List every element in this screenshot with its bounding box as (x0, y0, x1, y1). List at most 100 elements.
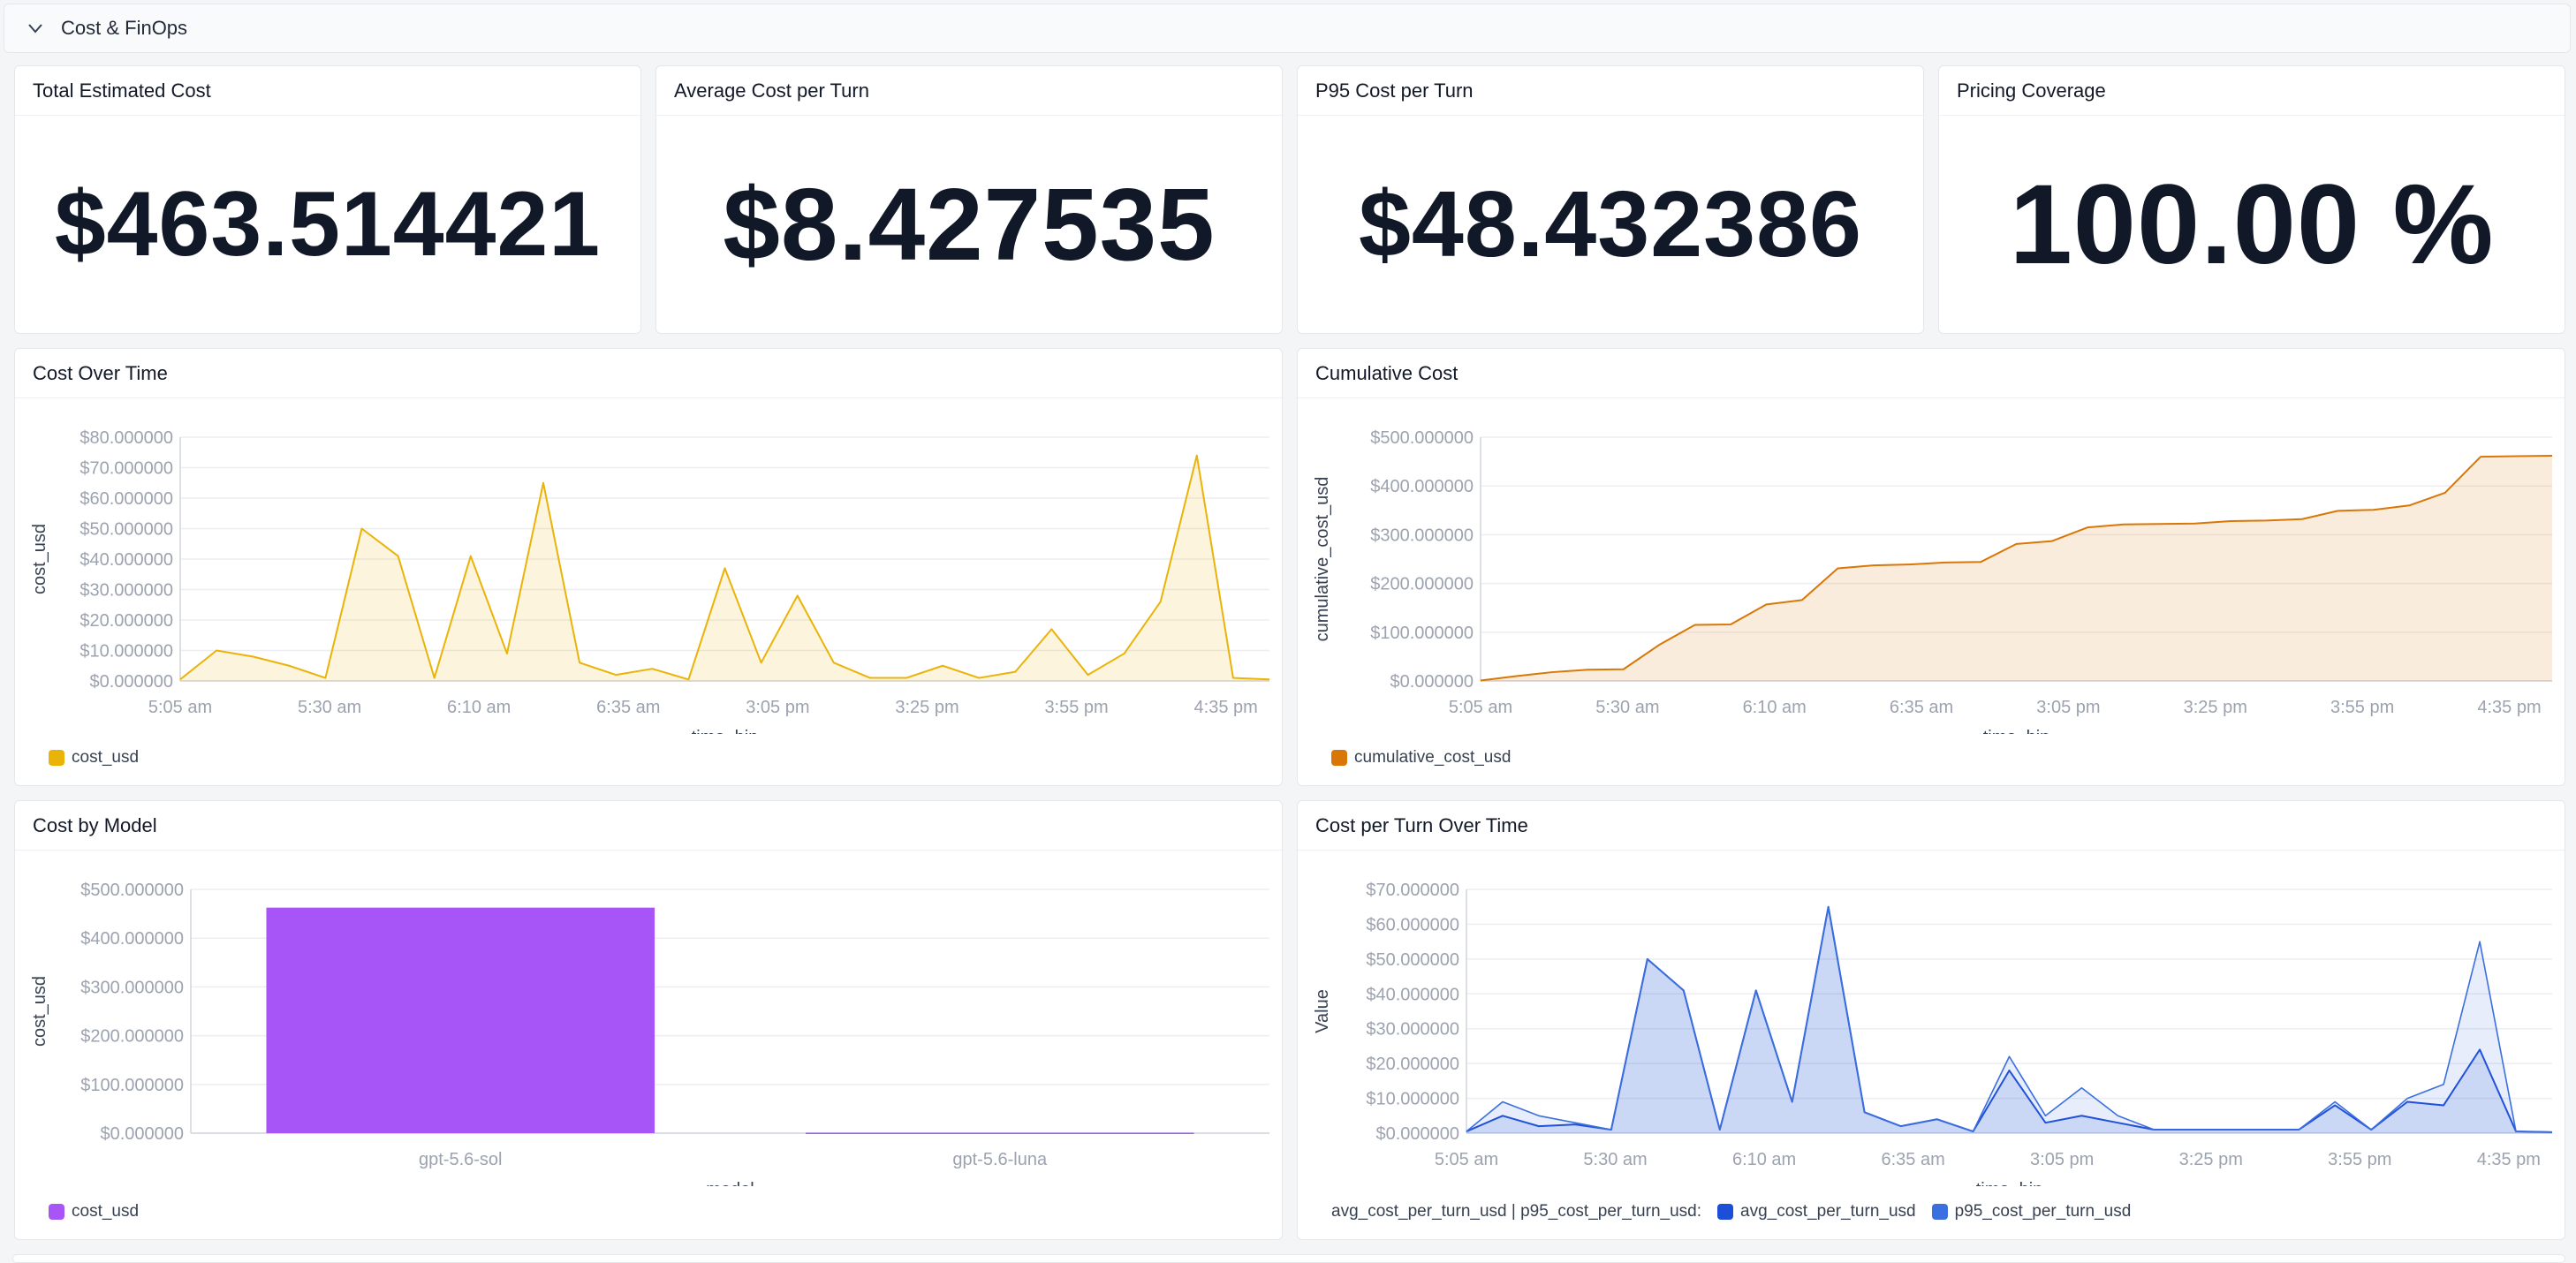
y-axis-label: cost_usd (30, 976, 49, 1047)
stat-value: 100.00 % (2009, 161, 2495, 288)
legend-swatch (1931, 1204, 1948, 1220)
y-tick-label: $30.000000 (80, 581, 173, 601)
chart-legend: cost_usd (49, 748, 155, 768)
next-panel-edge (12, 1254, 2565, 1263)
x-tick-label: 5:30 am (298, 698, 361, 717)
y-tick-label: $500.000000 (80, 881, 184, 900)
x-tick-label: 6:10 am (1743, 698, 1807, 717)
legend-prefix: avg_cost_per_turn_usd | p95_cost_per_tur… (1331, 1202, 1702, 1221)
series-line-cumulative_cost_usd (1480, 454, 2553, 682)
y-tick-label: $300.000000 (1370, 526, 1474, 545)
cost-by-model-chart: $0.000000 $100.000000 $200.000000 $300.0000… (30, 881, 1269, 1186)
chevron-down-icon[interactable] (27, 22, 43, 34)
series-line-cost_usd (179, 454, 1270, 681)
x-tick-label: 4:35 pm (2477, 698, 2541, 717)
cost-per-turn-chart: $0.000000 $10.000000 $20.000000 $30.000000 $… (1313, 881, 2553, 1186)
x-tick-label: 4:35 pm (1194, 698, 1258, 717)
panel-title: P95 Cost per Turn (1298, 66, 1923, 116)
y-axis-label: Value (1313, 989, 1332, 1033)
y-axis-label: cost_usd (30, 524, 49, 594)
legend-label: avg_cost_per_turn_usd (1740, 1202, 1916, 1221)
legend-label: cost_usd (72, 1202, 140, 1221)
x-tick-label: 3:25 pm (895, 698, 958, 717)
legend-swatch (1717, 1204, 1734, 1220)
panel-title: Pricing Coverage (1939, 66, 2565, 116)
x-tick-label: 5:30 am (1595, 698, 1659, 717)
stat-total-cost-panel: Total Estimated Cost $463.514421 (14, 65, 641, 334)
cost-over-time-panel: Cost Over Time $0.000000 $10.000000 $20.00… (14, 348, 1283, 786)
y-tick-label: $0.000000 (1390, 672, 1474, 692)
x-tick-label: 3:55 pm (2330, 698, 2394, 717)
cumulative-cost-chart: $0.000000 $100.000000 $200.000000 $300.0000… (1313, 428, 2553, 734)
y-tick-label: $100.000000 (1370, 624, 1474, 643)
stat-avg-cost-panel: Average Cost per Turn $8.427535 (655, 65, 1283, 334)
cost-per-turn-panel: Cost per Turn Over Time $0.000000 $10.000… (1297, 800, 2565, 1240)
legend-swatch (1331, 750, 1347, 766)
y-tick-label: $0.000000 (89, 672, 173, 692)
section-header-cost-finops[interactable]: Cost & FinOps (4, 4, 2571, 53)
y-tick-label: $0.000000 (100, 1124, 184, 1144)
legend-item-cost_usd[interactable]: cost_usd (49, 1202, 139, 1221)
y-tick-label: $60.000000 (1366, 915, 1459, 934)
x-tick-label: 6:35 am (1882, 1150, 1945, 1169)
chart-legend: cumulative_cost_usd (1331, 748, 1527, 768)
x-tick-label: 3:25 pm (2179, 1150, 2243, 1169)
legend-item-cost_usd[interactable]: cost_usd (49, 748, 139, 768)
y-tick-label: $500.000000 (1370, 428, 1474, 448)
stat-pricing-coverage-panel: Pricing Coverage 100.00 % (1938, 65, 2565, 334)
x-tick-label: 3:05 pm (746, 698, 809, 717)
bar-gpt-5.6-sol (266, 907, 655, 1133)
panel-title: Cost by Model (15, 801, 1282, 851)
x-tick-label: 6:10 am (1732, 1150, 1796, 1169)
bar-gpt-5.6-luna (805, 1132, 1194, 1135)
stat-p95-cost-panel: P95 Cost per Turn $48.432386 (1297, 65, 1924, 334)
legend-swatch (49, 750, 64, 766)
stat-value: $48.432386 (1358, 171, 1863, 276)
legend-item-p95_cost_per_turn_usd[interactable]: p95_cost_per_turn_usd (1931, 1202, 2132, 1221)
y-tick-label: $50.000000 (80, 520, 173, 540)
chart-legend: avg_cost_per_turn_usd | p95_cost_per_tur… (1331, 1202, 2147, 1221)
y-tick-label: $70.000000 (1366, 881, 1459, 900)
y-tick-label: $40.000000 (1366, 985, 1459, 1004)
x-tick-label: 6:10 am (447, 698, 511, 717)
chart-legend: cost_usd (49, 1202, 155, 1221)
stat-value: $463.514421 (54, 172, 602, 276)
series-line-p95_cost_per_turn_usd (1466, 905, 2553, 1133)
x-tick-label: 5:30 am (1583, 1150, 1647, 1169)
y-tick-label: $30.000000 (1366, 1020, 1459, 1040)
panel-title: Cost per Turn Over Time (1298, 801, 2565, 851)
x-tick-label: 6:35 am (1890, 698, 1953, 717)
x-tick-label: gpt-5.6-sol (419, 1150, 503, 1169)
x-tick-label: 4:35 pm (2477, 1150, 2541, 1169)
x-tick-label: 3:55 pm (1044, 698, 1108, 717)
series-area-cumulative_cost_usd (1481, 455, 2552, 681)
x-tick-label: gpt-5.6-luna (952, 1150, 1048, 1169)
y-tick-label: $400.000000 (80, 929, 184, 949)
legend-label: cost_usd (72, 748, 140, 767)
y-tick-label: $50.000000 (1366, 950, 1459, 970)
legend-item-avg_cost_per_turn_usd[interactable]: avg_cost_per_turn_usd (1717, 1202, 1916, 1221)
legend-label: p95_cost_per_turn_usd (1954, 1202, 2132, 1221)
y-tick-label: $400.000000 (1370, 477, 1474, 496)
y-tick-label: $70.000000 (80, 459, 173, 479)
x-tick-label: 6:35 am (596, 698, 660, 717)
y-tick-label: $0.000000 (1375, 1124, 1459, 1144)
legend-item-cumulative_cost_usd[interactable]: cumulative_cost_usd (1331, 748, 1511, 768)
panel-title: Total Estimated Cost (15, 66, 640, 116)
y-tick-label: $40.000000 (80, 550, 173, 570)
x-tick-label: 3:05 pm (2036, 698, 2100, 717)
x-tick-label: 3:25 pm (2184, 698, 2247, 717)
x-tick-label: 5:05 am (148, 698, 212, 717)
y-tick-label: $20.000000 (1366, 1055, 1459, 1074)
legend-label: cumulative_cost_usd (1354, 748, 1512, 767)
cumulative-cost-panel: Cumulative Cost $0.000000 $100.000000 $200… (1297, 348, 2565, 786)
y-tick-label: $300.000000 (80, 978, 184, 997)
x-axis-label: model (706, 1180, 754, 1186)
y-axis-label: cumulative_cost_usd (1313, 477, 1332, 642)
x-axis-label: time_bin (1983, 728, 2050, 734)
panel-title: Average Cost per Turn (656, 66, 1282, 116)
x-axis-label: time_bin (692, 728, 759, 734)
y-tick-label: $80.000000 (80, 428, 173, 448)
series-area-p95_cost_per_turn_usd (1466, 906, 2552, 1133)
x-tick-label: 3:05 pm (2030, 1150, 2094, 1169)
